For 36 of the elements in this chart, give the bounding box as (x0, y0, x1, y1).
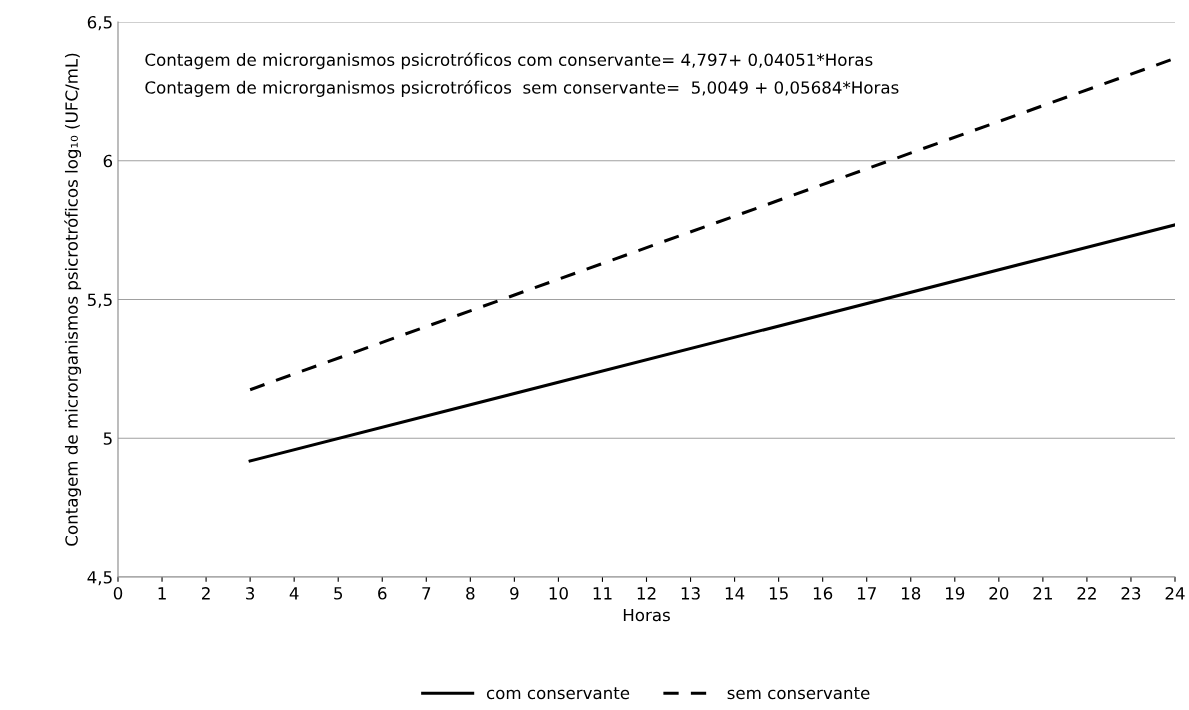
y-axis-title: Contagem de microrganismos psicrotróficos log₁₀ (UFC/mL) (64, 53, 82, 546)
annotation: Contagem de microrganismos psicrotróficos sem conservante= 5,0049 + 0,05684*Horas (145, 80, 899, 97)
x-tick-label: 4 (289, 587, 299, 600)
x-tick-label: 21 (1033, 587, 1052, 600)
y-tick-label: 5 (103, 432, 112, 445)
x-tick-label: 24 (1165, 587, 1185, 600)
x-tick-label: 18 (901, 587, 921, 600)
x-tick-label: 3 (246, 587, 255, 600)
x-tick-label: 5 (334, 587, 343, 600)
x-tick-label: 1 (158, 587, 166, 600)
y-tick-label: 4,5 (87, 571, 112, 586)
x-tick-label: 17 (857, 587, 876, 600)
x-tick-label: 15 (769, 587, 788, 600)
legend-label: sem conservante (727, 687, 870, 700)
x-tick-label: 14 (725, 587, 745, 600)
x-tick-label: 11 (593, 587, 612, 600)
x-tick-label: 9 (510, 587, 519, 600)
x-tick-label: 6 (378, 587, 387, 600)
annotation: Contagem de microrganismos psicrotróficos com conservante= 4,797+ 0,04051*Horas (145, 52, 873, 70)
x-tick-label: 20 (989, 587, 1009, 600)
x-tick-label: 13 (681, 587, 700, 600)
x-tick-label: 0 (113, 587, 123, 600)
x-tick-label: 10 (549, 587, 568, 600)
y-tick-label: 6 (103, 154, 113, 168)
x-tick-label: 16 (813, 587, 833, 600)
x-tick-label: 23 (1121, 587, 1141, 600)
y-tick-label: 6,5 (87, 15, 112, 31)
x-tick-label: 7 (422, 587, 431, 600)
x-tick-label: 19 (946, 587, 965, 600)
x-axis-title: Horas (623, 608, 670, 622)
y-tick-label: 5,5 (87, 293, 112, 308)
x-tick-label: 8 (466, 587, 475, 600)
legend-label: com conservante (486, 687, 630, 700)
x-tick-label: 2 (202, 587, 210, 600)
x-tick-label: 22 (1077, 587, 1096, 600)
x-tick-label: 12 (637, 587, 656, 600)
